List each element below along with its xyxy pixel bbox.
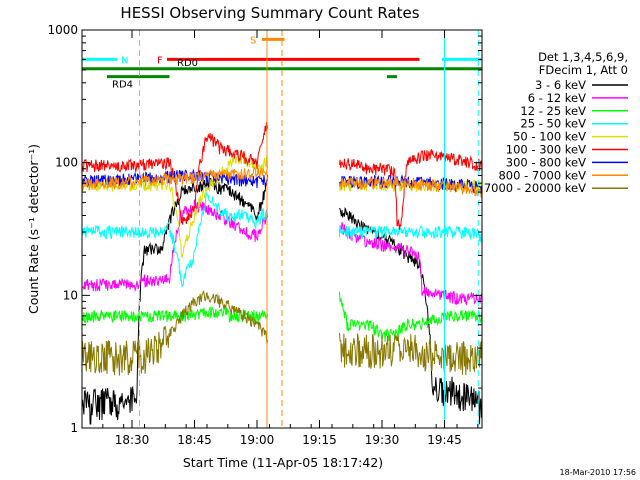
legend-header-line: FDecim 1, Att 0	[539, 63, 628, 77]
x-tick-label: 19:30	[365, 433, 400, 447]
y-tick-label: 100	[55, 156, 78, 170]
x-tick-label: 18:45	[177, 433, 212, 447]
x-tick-label: 19:00	[240, 433, 275, 447]
axes-layer: 18:30 18:45 19:00 19:15 19:30 19:45 1 10 100 1000	[47, 23, 482, 447]
series-800-7000keV	[81, 165, 483, 199]
legend: Det 1,3,4,5,6,9,FDecim 1, Att 03 - 6 keV…	[484, 50, 628, 195]
legend-label: 3 - 6 keV	[535, 78, 586, 92]
legend-label: 100 - 300 keV	[506, 143, 586, 157]
plot-area: N S F RD0 RD4	[81, 29, 483, 429]
legend-label: 50 - 100 keV	[513, 130, 586, 144]
timestamp: 18-Mar-2010 17:56	[560, 468, 637, 477]
legend-label: 800 - 7000 keV	[498, 168, 586, 182]
flag-label-rd4: RD4	[112, 80, 133, 91]
y-axis-label: Count Rate (s⁻¹ detector⁻¹)	[26, 144, 41, 314]
series-25-50keV	[81, 191, 483, 287]
series-layer	[81, 121, 483, 425]
legend-header-line: Det 1,3,4,5,6,9,	[538, 50, 628, 64]
y-tick-label: 10	[63, 288, 78, 302]
legend-label: 300 - 800 keV	[506, 155, 586, 169]
observing-flags-layer: N S F RD0 RD4	[82, 35, 482, 91]
plot-frame	[81, 29, 483, 429]
series-12-25keV	[81, 291, 483, 342]
flag-label-n: N	[121, 55, 128, 66]
flag-label-f: F	[157, 55, 163, 66]
flag-label-s: S	[250, 35, 256, 46]
x-axis-label: Start Time (11-Apr-05 18:17:42)	[183, 455, 383, 470]
x-tick-label: 19:45	[427, 433, 462, 447]
flag-label-rd0: RD0	[177, 58, 198, 69]
y-tick-label: 1000	[47, 23, 78, 37]
legend-label: 25 - 50 keV	[520, 117, 586, 131]
legend-label: 7000 - 20000 keV	[484, 181, 586, 195]
series-7000-20000keV	[81, 290, 483, 376]
legend-label: 12 - 25 keV	[520, 104, 586, 118]
series-6-12keV	[81, 199, 483, 306]
x-tick-label: 19:15	[302, 433, 337, 447]
legend-label: 6 - 12 keV	[528, 91, 586, 105]
x-tick-label: 18:30	[115, 433, 150, 447]
y-tick-label: 1	[70, 421, 78, 435]
chart-title: HESSI Observing Summary Count Rates	[120, 4, 419, 22]
